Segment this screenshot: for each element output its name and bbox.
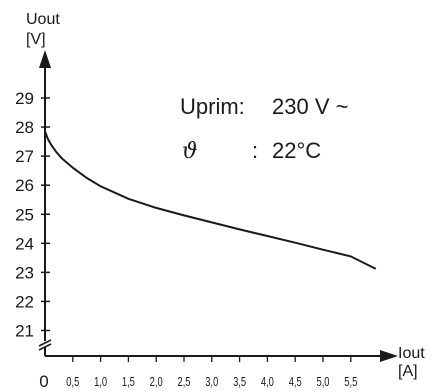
x-ticks: 0,5 1,0 1,5 2,0 2,5 3,0 3,5 4,0 4,5 5,0 5,5 bbox=[66, 356, 357, 389]
y-tick-label: 28 bbox=[15, 118, 34, 137]
axes bbox=[38, 50, 398, 362]
x-tick-label: 0,5 bbox=[66, 376, 79, 390]
y-tick-label: 23 bbox=[15, 263, 34, 282]
y-axis-title-line1: Uout bbox=[26, 11, 60, 28]
x-tick-label: 5,5 bbox=[344, 376, 357, 390]
y-tick-label: 24 bbox=[15, 234, 34, 253]
y-ticks: 21 22 23 24 25 26 27 28 29 bbox=[15, 89, 50, 341]
x-tick-label: 4,5 bbox=[289, 376, 302, 390]
annotations: Uprim: 230 V ~ ϑ : 22°C bbox=[180, 94, 348, 164]
annotation-uprim-value: 230 V ~ bbox=[272, 94, 348, 119]
x-tick-label: 1,5 bbox=[122, 376, 135, 390]
x-axis-title-line1: Iout bbox=[398, 345, 425, 362]
annotation-temperature-symbol: ϑ bbox=[182, 139, 198, 164]
x-axis-arrowhead bbox=[380, 350, 398, 362]
y-axis-title-line2: [V] bbox=[26, 31, 46, 48]
x-tick-label: 3,5 bbox=[233, 376, 246, 390]
y-axis-break-mark bbox=[38, 339, 52, 351]
y-tick-label: 29 bbox=[15, 89, 34, 108]
x-tick-label: 2,5 bbox=[177, 376, 190, 390]
y-tick-label: 21 bbox=[15, 322, 34, 341]
annotation-uprim-label: Uprim: bbox=[180, 94, 245, 119]
annotation-temperature-colon: : bbox=[252, 138, 258, 163]
axis-break-stroke bbox=[38, 343, 52, 351]
x-tick-label-zero: 0 bbox=[39, 372, 48, 391]
x-tick-label: 2,0 bbox=[150, 376, 163, 390]
y-tick-label: 27 bbox=[15, 147, 34, 166]
axis-break-gap bbox=[39, 341, 51, 347]
y-tick-label: 25 bbox=[15, 205, 34, 224]
x-tick-label: 3,0 bbox=[205, 376, 218, 390]
y-axis-arrowhead bbox=[39, 50, 51, 68]
annotation-temperature-value: 22°C bbox=[272, 138, 321, 163]
series-line-voltage-curve bbox=[44, 131, 377, 270]
y-tick-label: 26 bbox=[15, 176, 34, 195]
x-tick-label: 5,0 bbox=[316, 376, 329, 390]
y-tick-label: 22 bbox=[15, 292, 34, 311]
x-axis-title-line2: [A] bbox=[398, 363, 418, 380]
x-tick-label: 1,0 bbox=[94, 376, 107, 390]
x-tick-label: 4,0 bbox=[261, 376, 274, 390]
axis-break-stroke bbox=[38, 339, 52, 347]
